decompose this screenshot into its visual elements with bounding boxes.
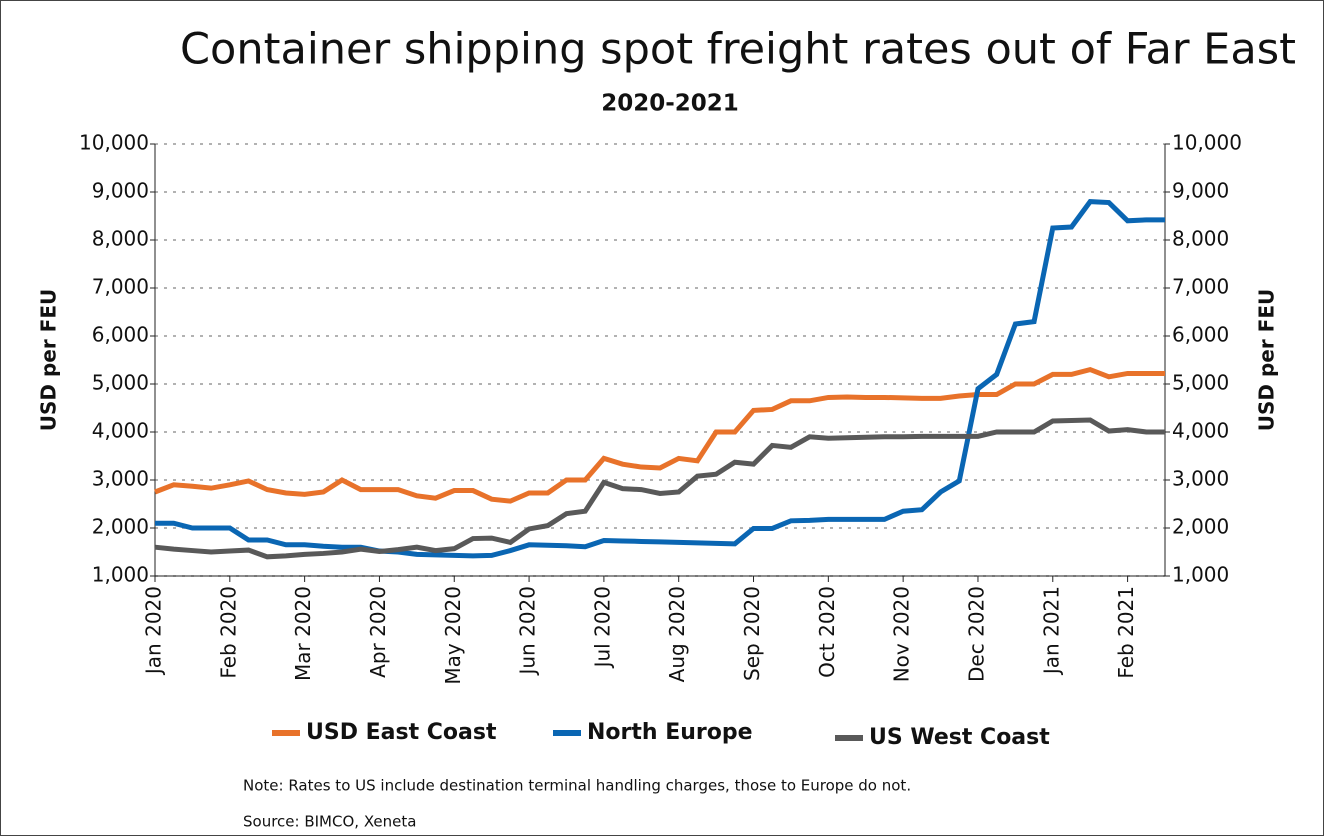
x-tick-label: Feb 2021 (1114, 586, 1138, 679)
x-tick-label: Jan 2020 (142, 586, 166, 676)
y2-tick-label: 6,000 (1172, 323, 1229, 347)
x-tick-label: Sep 2020 (740, 586, 764, 681)
y-tick-label: 8,000 (92, 227, 149, 251)
y2-tick-label: 8,000 (1172, 227, 1229, 251)
y-tick-label: 5,000 (92, 371, 149, 395)
y-tick-label: 7,000 (92, 275, 149, 299)
x-tick-label: Apr 2020 (366, 586, 390, 678)
y-tick-label: 4,000 (92, 419, 149, 443)
x-tick-label: Jan 2021 (1039, 586, 1063, 676)
x-tick-label: May 2020 (441, 586, 465, 685)
chart-subtitle: 2020-2021 (601, 91, 739, 117)
y2-tick-label: 3,000 (1172, 467, 1229, 491)
y2-axis-label: USD per FEU (1255, 289, 1279, 431)
source: Source: BIMCO, Xeneta (243, 813, 416, 831)
x-tick-label: Dec 2020 (964, 586, 988, 682)
x-tick-label: Oct 2020 (815, 586, 839, 678)
x-tick-label: Jul 2020 (590, 586, 614, 669)
x-tick-label: Nov 2020 (890, 586, 914, 682)
legend-label: North Europe (587, 720, 753, 745)
x-tick-label: Jun 2020 (516, 586, 540, 677)
legend-label: US West Coast (869, 725, 1050, 750)
x-tick-label: Aug 2020 (665, 586, 689, 682)
y-tick-label: 3,000 (92, 467, 149, 491)
y2-tick-label: 5,000 (1172, 371, 1229, 395)
series-line (154, 417, 1165, 560)
y-tick-label: 2,000 (92, 515, 149, 539)
legend-label: USD East Coast (306, 720, 497, 745)
note: Note: Rates to US include destination te… (243, 777, 911, 795)
y2-tick-label: 1,000 (1172, 563, 1229, 587)
x-tick-label: Mar 2020 (291, 586, 315, 681)
y2-tick-label: 9,000 (1172, 179, 1229, 203)
series-line (155, 199, 1165, 559)
x-tick-label: Feb 2020 (216, 586, 240, 679)
chart-title: Container shipping spot freight rates ou… (180, 25, 1296, 75)
y2-tick-label: 2,000 (1172, 515, 1229, 539)
y-axis-label: USD per FEU (37, 289, 61, 431)
y2-tick-label: 4,000 (1172, 419, 1229, 443)
series-line (154, 366, 1165, 504)
y2-tick-label: 7,000 (1172, 275, 1229, 299)
y-tick-label: 10,000 (79, 131, 149, 155)
y-tick-label: 6,000 (92, 323, 149, 347)
y-tick-label: 9,000 (92, 179, 149, 203)
y-tick-label: 1,000 (92, 563, 149, 587)
y2-tick-label: 10,000 (1172, 131, 1242, 155)
